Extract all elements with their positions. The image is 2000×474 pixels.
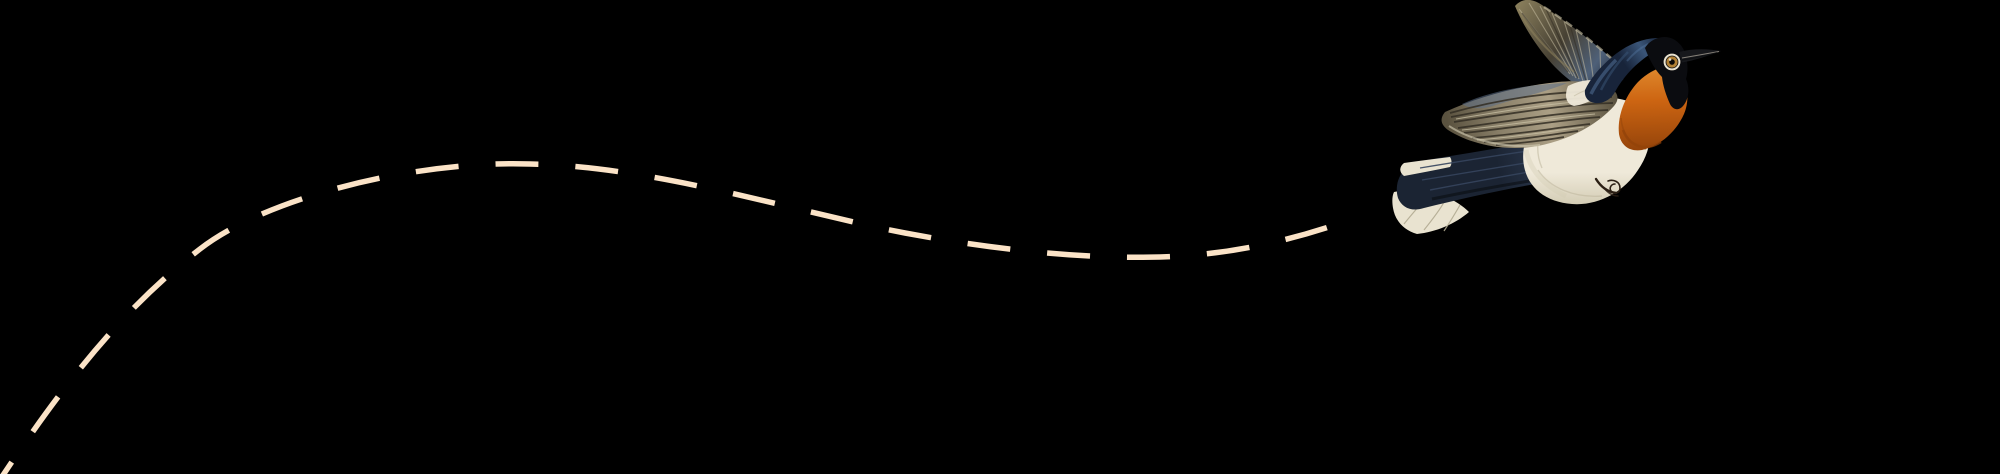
bird-head bbox=[1584, 38, 1676, 104]
dashed-flight-path bbox=[0, 160, 1356, 474]
bird-beak bbox=[1679, 49, 1721, 63]
bird-face-mask bbox=[1645, 36, 1689, 110]
bird-feet bbox=[1594, 177, 1621, 197]
bird-illustration bbox=[1392, 0, 1721, 234]
bird-raised-wing bbox=[1515, 0, 1624, 88]
bird-eye bbox=[1663, 53, 1681, 71]
